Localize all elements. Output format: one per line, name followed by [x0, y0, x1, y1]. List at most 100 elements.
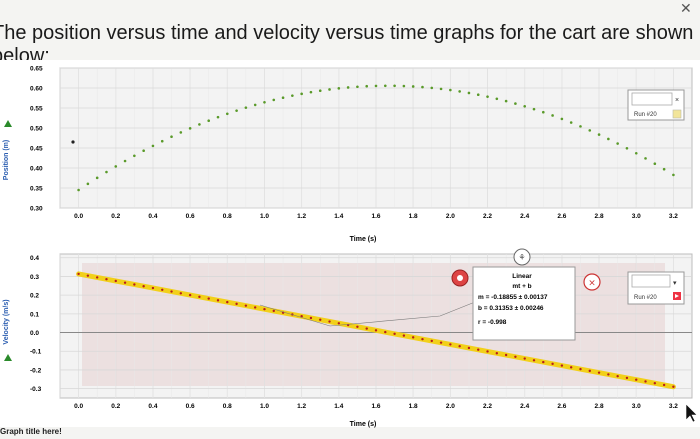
- position-legend-swatch[interactable]: [631, 92, 673, 106]
- y-tick-label: 0.45: [30, 146, 43, 153]
- velocity-data-point: [207, 297, 210, 300]
- position-data-point: [541, 110, 545, 114]
- position-data-point: [634, 151, 638, 155]
- position-legend-menu-button[interactable]: [672, 109, 682, 119]
- velocity-data-point: [198, 295, 201, 299]
- position-data-point: [458, 90, 461, 93]
- position-data-point: [449, 88, 452, 92]
- position-data-point: [504, 99, 508, 103]
- y-tick-label: 0.65: [30, 66, 43, 73]
- position-data-point: [198, 123, 201, 126]
- velocity-data-point: [309, 316, 313, 320]
- x-tick-label: 1.4: [334, 213, 343, 220]
- position-data-point: [365, 84, 369, 88]
- close-corner-icon[interactable]: ✕: [680, 0, 692, 16]
- velocity-data-point: [635, 378, 638, 381]
- position-data-point: [244, 106, 248, 109]
- position-data-point: [356, 85, 359, 89]
- velocity-data-point: [588, 369, 591, 373]
- position-data-point: [272, 98, 276, 102]
- position-data-point: [207, 119, 211, 122]
- velocity-data-point: [439, 341, 443, 344]
- y-tick-label: -0.2: [30, 367, 42, 374]
- x-tick-label: 1.2: [297, 403, 306, 410]
- position-data-point: [402, 84, 406, 88]
- position-data-point: [653, 162, 657, 166]
- x-tick-label: 2.6: [557, 403, 566, 410]
- velocity-data-point: [607, 373, 610, 376]
- velocity-axis-warning-icon[interactable]: [4, 354, 12, 361]
- y-tick-label: 0.2: [30, 293, 39, 300]
- velocity-data-point: [114, 279, 117, 283]
- x-tick-label: 2.8: [595, 213, 604, 220]
- y-tick-label: -0.3: [30, 386, 42, 393]
- velocity-data-point: [486, 350, 489, 353]
- position-data-point: [579, 125, 582, 128]
- position-axis-warning-icon[interactable]: [4, 120, 12, 127]
- x-tick-label: 1.0: [260, 213, 269, 220]
- velocity-data-point: [374, 329, 378, 332]
- position-y-label: Position (m): [3, 140, 10, 180]
- position-data-point: [439, 87, 443, 91]
- fit-intercept: b = 0.31353 ± 0.00246: [478, 305, 544, 312]
- x-tick-label: 2.2: [483, 213, 492, 220]
- fit-annotation-leader: [259, 299, 481, 327]
- x-tick-label: 0.4: [148, 403, 157, 410]
- velocity-y-ticks: 0.4 0.3 0.2 0.1 0.0 -0.1 -0.2 -0.3: [30, 255, 42, 393]
- fit-annotation-box[interactable]: [472, 266, 576, 341]
- velocity-data-point: [188, 293, 192, 297]
- position-data-point: [133, 154, 136, 158]
- x-tick-label: 0.8: [223, 213, 232, 220]
- velocity-legend-swatch[interactable]: [631, 274, 671, 288]
- velocity-data-point: [421, 337, 424, 341]
- x-tick-label: 2.0: [446, 403, 455, 410]
- velocity-data-point: [86, 274, 90, 277]
- y-tick-label: 0.35: [30, 186, 43, 193]
- velocity-data-point: [151, 286, 155, 290]
- velocity-data-point: [467, 346, 471, 350]
- position-series: [71, 84, 675, 192]
- velocity-data-point: [244, 304, 248, 307]
- position-data-point: [142, 149, 145, 153]
- x-tick-label: 1.6: [371, 403, 380, 410]
- velocity-data-point: [123, 281, 127, 284]
- x-tick-label: 2.0: [446, 213, 455, 220]
- position-data-point: [644, 157, 647, 160]
- position-data-point: [95, 176, 99, 180]
- fit-tool-glyph: ⚘: [518, 253, 525, 262]
- velocity-data-point: [235, 302, 238, 306]
- velocity-data-point: [179, 292, 183, 295]
- velocity-data-point: [356, 325, 359, 329]
- velocity-series: [77, 272, 675, 388]
- fit-tool-icon[interactable]: [513, 248, 531, 266]
- velocity-data-point: [328, 320, 331, 323]
- velocity-data-point: [161, 288, 164, 291]
- velocity-data-point: [569, 366, 573, 369]
- position-legend-close-icon[interactable]: ×: [675, 97, 679, 104]
- y-tick-label: 0.30: [30, 206, 43, 213]
- position-data-point: [607, 137, 610, 141]
- graph-title-placeholder[interactable]: Graph title here!: [0, 427, 62, 436]
- x-tick-label: 0.2: [111, 403, 120, 410]
- x-tick-label: 3.2: [669, 403, 678, 410]
- position-data-point: [328, 88, 331, 91]
- velocity-data-point: [597, 371, 601, 374]
- position-data-point: [374, 84, 378, 88]
- position-data-point: [188, 127, 192, 130]
- position-data-point: [569, 121, 573, 124]
- position-data-point: [235, 109, 238, 112]
- velocity-data-point: [263, 307, 266, 311]
- position-data-point: [300, 92, 303, 96]
- x-tick-label: 3.0: [632, 403, 641, 410]
- velocity-data-point: [402, 334, 406, 337]
- velocity-data-point: [560, 364, 564, 367]
- velocity-legend-dropdown-icon[interactable]: ▾: [673, 279, 677, 287]
- y-tick-label: 0.1: [30, 311, 39, 318]
- velocity-data-point: [477, 348, 480, 351]
- position-data-point: [281, 96, 285, 99]
- position-data-point: [421, 85, 424, 89]
- velocity-data-point: [272, 309, 275, 313]
- fit-close-icon[interactable]: [583, 273, 601, 291]
- position-y-ticks: 0.65 0.60 0.55 0.50 0.45 0.40 0.35 0.30: [30, 66, 43, 213]
- position-data-point: [77, 188, 80, 192]
